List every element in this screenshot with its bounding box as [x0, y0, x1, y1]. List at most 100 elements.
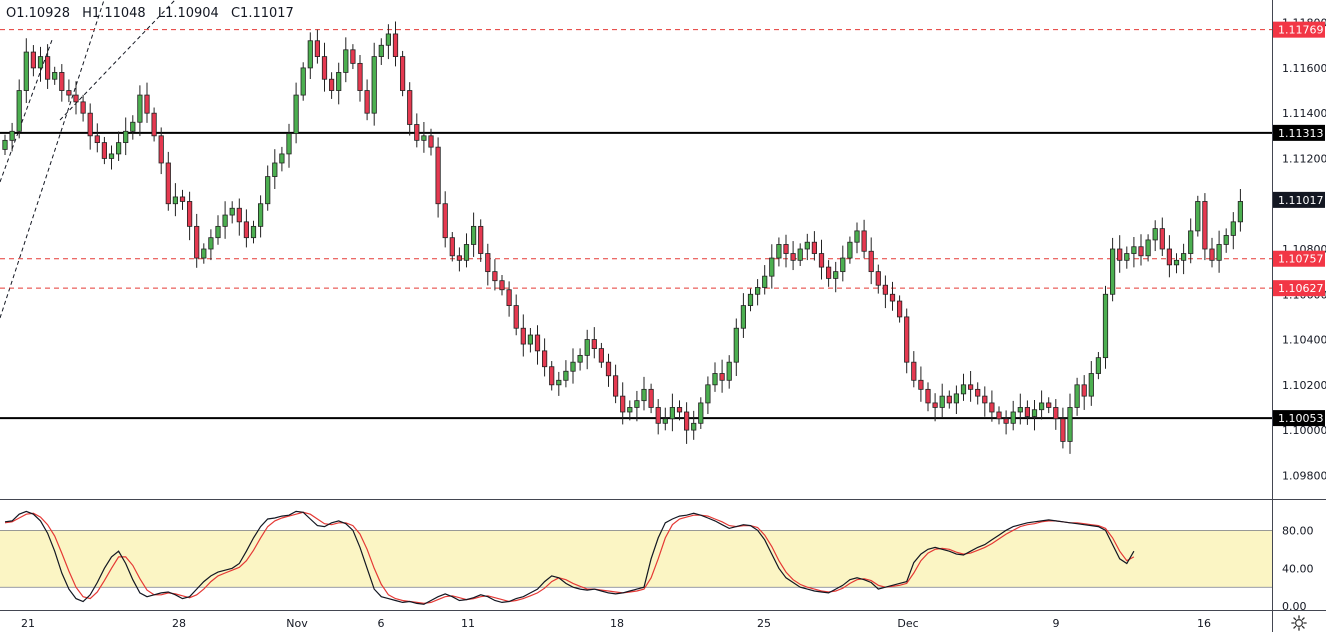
candle[interactable] — [1202, 193, 1208, 261]
candle[interactable] — [364, 79, 370, 121]
candle[interactable] — [215, 215, 221, 245]
candle[interactable] — [556, 371, 562, 396]
candle[interactable] — [1124, 246, 1130, 269]
candle[interactable] — [2, 134, 8, 156]
candle[interactable] — [1230, 212, 1236, 250]
trend-line[interactable] — [0, 39, 53, 183]
candle[interactable] — [59, 64, 65, 102]
candle[interactable] — [1046, 397, 1052, 414]
candle[interactable] — [975, 382, 981, 405]
candle[interactable] — [712, 362, 718, 392]
candle[interactable] — [1110, 237, 1116, 302]
candle[interactable] — [740, 293, 747, 338]
candle[interactable] — [946, 390, 952, 409]
candle[interactable] — [641, 376, 647, 411]
candle[interactable] — [1031, 399, 1038, 431]
candle[interactable] — [407, 82, 413, 136]
candle[interactable] — [1003, 410, 1009, 435]
candle[interactable] — [350, 44, 356, 70]
candle[interactable] — [605, 353, 612, 387]
candle[interactable] — [669, 393, 676, 432]
candle[interactable] — [73, 81, 79, 115]
candle[interactable] — [101, 136, 107, 165]
candle[interactable] — [776, 237, 782, 267]
candle[interactable] — [911, 351, 917, 388]
candle[interactable] — [1117, 235, 1123, 273]
candle[interactable] — [960, 373, 967, 401]
candle[interactable] — [130, 115, 136, 140]
candle[interactable] — [1131, 237, 1137, 268]
candle[interactable] — [314, 29, 321, 64]
candle[interactable] — [1067, 393, 1073, 454]
candle[interactable] — [9, 122, 15, 152]
candle[interactable] — [854, 222, 860, 254]
candle[interactable] — [570, 348, 576, 384]
candle[interactable] — [968, 371, 974, 402]
candle[interactable] — [421, 122, 427, 153]
candle[interactable] — [336, 62, 342, 105]
candle[interactable] — [137, 85, 143, 137]
candles[interactable] — [2, 21, 1243, 454]
candle[interactable] — [1088, 361, 1094, 406]
candle[interactable] — [123, 117, 129, 156]
candle[interactable] — [925, 382, 931, 412]
candle[interactable] — [80, 94, 86, 122]
candle[interactable] — [1216, 230, 1222, 273]
candle[interactable] — [1181, 243, 1187, 275]
candle[interactable] — [676, 400, 683, 421]
candle[interactable] — [982, 386, 988, 417]
candle[interactable] — [16, 79, 22, 139]
candle[interactable] — [769, 244, 775, 289]
candle[interactable] — [250, 220, 257, 244]
candle[interactable] — [861, 219, 867, 259]
candle[interactable] — [904, 308, 910, 374]
candle[interactable] — [87, 103, 93, 150]
candle[interactable] — [23, 38, 29, 103]
candle[interactable] — [783, 234, 789, 268]
candle[interactable] — [584, 329, 590, 370]
candle[interactable] — [272, 149, 278, 190]
candle[interactable] — [527, 328, 534, 353]
candle[interactable] — [1074, 377, 1080, 416]
candle[interactable] — [790, 241, 796, 271]
candle[interactable] — [343, 37, 349, 83]
candle[interactable] — [151, 107, 157, 142]
candle[interactable] — [186, 191, 193, 241]
candle[interactable] — [108, 145, 115, 170]
candle[interactable] — [37, 46, 44, 82]
candle[interactable] — [1053, 399, 1059, 430]
candle[interactable] — [847, 236, 853, 264]
candle[interactable] — [385, 24, 392, 60]
candle[interactable] — [201, 243, 207, 264]
candle[interactable] — [918, 366, 924, 402]
candle[interactable] — [1039, 390, 1045, 420]
candle[interactable] — [279, 146, 285, 172]
candle[interactable] — [747, 288, 754, 312]
candle[interactable] — [378, 38, 384, 65]
candle[interactable] — [492, 259, 498, 291]
candle[interactable] — [435, 137, 441, 218]
candle[interactable] — [691, 410, 697, 440]
candle[interactable] — [804, 233, 810, 261]
candle[interactable] — [889, 281, 896, 311]
candle[interactable] — [953, 385, 960, 415]
candle[interactable] — [52, 66, 58, 85]
candle[interactable] — [243, 209, 249, 248]
candle[interactable] — [1095, 351, 1101, 380]
candle[interactable] — [648, 383, 654, 414]
candle[interactable] — [442, 191, 448, 248]
candle[interactable] — [1017, 393, 1023, 425]
candle[interactable] — [456, 247, 463, 272]
candle[interactable] — [797, 243, 803, 266]
candle[interactable] — [698, 397, 704, 429]
candle[interactable] — [371, 42, 377, 126]
candle[interactable] — [357, 55, 363, 102]
candle[interactable] — [733, 318, 739, 376]
candle[interactable] — [1223, 228, 1229, 253]
candle[interactable] — [229, 201, 235, 224]
candle[interactable] — [1152, 220, 1158, 252]
candle[interactable] — [1173, 253, 1180, 274]
candle[interactable] — [414, 113, 420, 148]
